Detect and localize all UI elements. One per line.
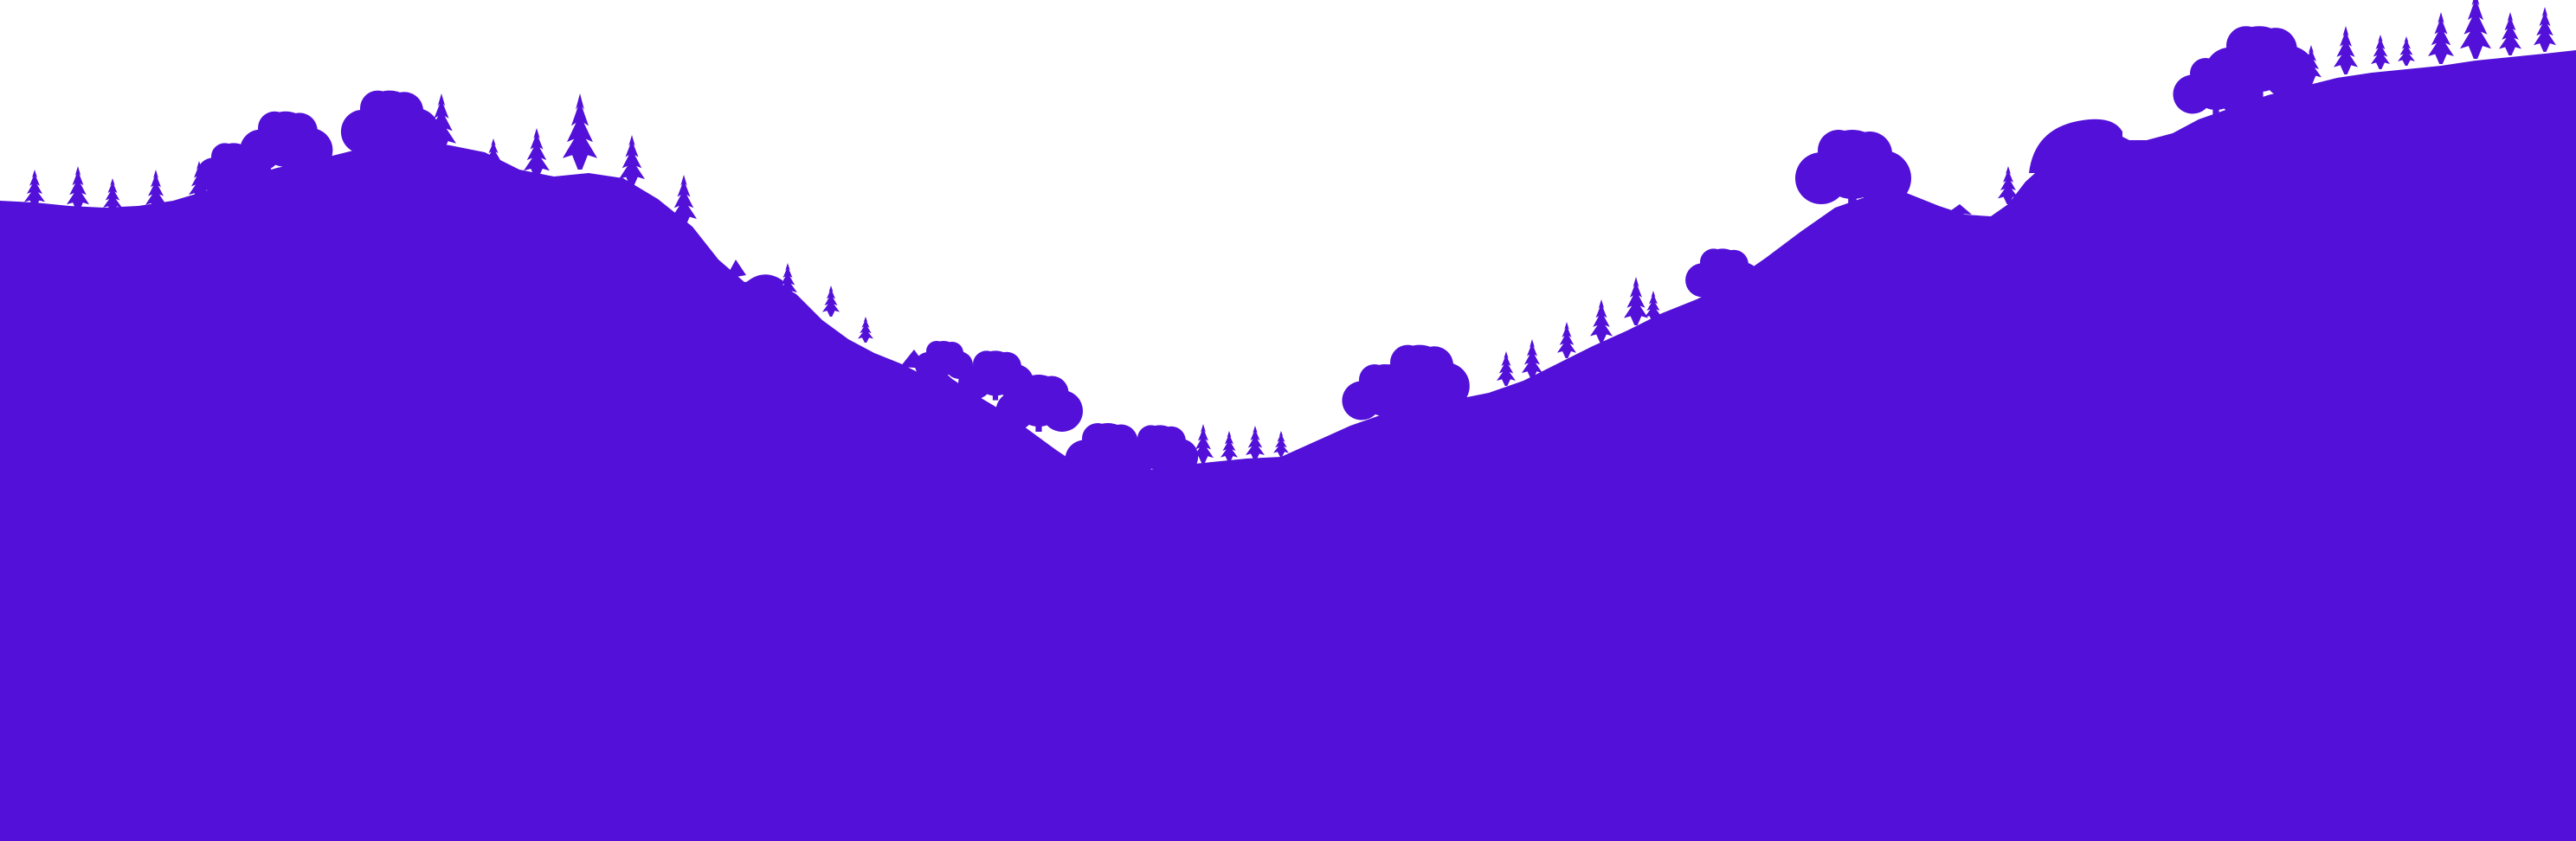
broadleaf-tree <box>1370 344 1470 410</box>
conifer-tree <box>2534 7 2556 52</box>
conifer-tree <box>2499 12 2521 55</box>
conifer-tree <box>1624 277 1648 325</box>
conifer-tree <box>103 178 122 213</box>
conifer-tree <box>1220 431 1238 462</box>
conifer-tree <box>484 138 503 173</box>
conifer-tree <box>2428 12 2454 64</box>
broadleaf-tree <box>1795 130 1911 206</box>
conifer-tree <box>619 135 645 187</box>
conifer-tree <box>1193 424 1214 464</box>
conifer-tree <box>2334 26 2358 74</box>
conifer-tree <box>1645 291 1662 322</box>
conifer-tree <box>1246 426 1265 460</box>
broadleaf-tree <box>1685 248 1761 299</box>
broadleaf-tree <box>958 350 1034 401</box>
conifer-tree <box>67 166 89 211</box>
conifer-tree <box>2301 45 2322 83</box>
conifer-tree <box>524 128 550 178</box>
ridge-hillside <box>0 50 2576 841</box>
conifer-tree <box>1998 166 2019 204</box>
conifer-tree <box>1557 322 1576 358</box>
conifer-tree <box>1273 431 1289 457</box>
broadleaf-tree <box>2205 26 2315 99</box>
broadleaf-tree <box>240 111 333 173</box>
broadleaf-tree <box>915 341 973 379</box>
conifer-tree <box>2460 0 2491 59</box>
conifer-tree <box>24 170 45 208</box>
broadleaf-tree <box>1123 425 1199 475</box>
conifer-tree <box>1590 299 1613 343</box>
conifer-tree <box>778 263 797 298</box>
conifer-tree <box>858 317 873 343</box>
conifer-tree <box>671 175 697 227</box>
conifer-tree <box>563 93 597 170</box>
conifer-tree <box>2371 35 2390 69</box>
conifer-tree <box>2398 36 2415 66</box>
conifer-tree <box>822 286 840 317</box>
tree-line <box>24 0 2556 480</box>
conifer-tree <box>1497 351 1516 386</box>
broadleaf-tree <box>995 375 1083 432</box>
conifer-tree <box>145 170 166 211</box>
conifer-tree <box>1522 339 1542 379</box>
broadleaf-tree <box>340 90 440 156</box>
